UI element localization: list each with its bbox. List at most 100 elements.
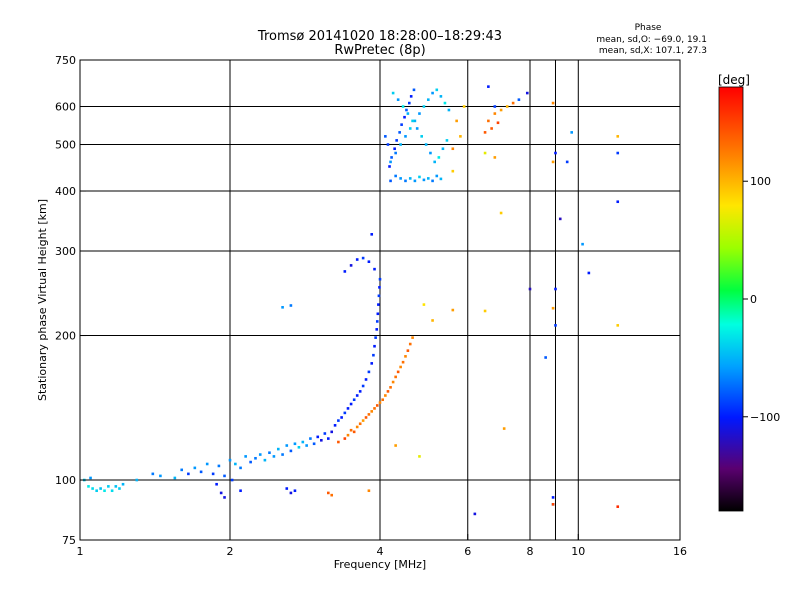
data-point bbox=[367, 370, 371, 374]
data-point bbox=[551, 306, 555, 310]
y-axis-label: Stationary phase Virtual Height [km] bbox=[36, 199, 49, 401]
y-tick-label: 500 bbox=[55, 139, 76, 152]
data-point bbox=[389, 179, 392, 183]
data-point bbox=[289, 304, 293, 307]
data-point bbox=[408, 127, 412, 130]
data-point bbox=[268, 451, 271, 455]
data-point bbox=[394, 151, 397, 155]
data-point bbox=[415, 127, 419, 130]
colorbar-ticks: 100 0 −100 bbox=[743, 175, 780, 424]
data-point bbox=[439, 95, 443, 98]
data-point bbox=[558, 217, 562, 221]
colorbar-gradient bbox=[718, 86, 744, 512]
x-tick-label: 2 bbox=[227, 545, 234, 558]
phase-stats-box: Phase mean, sd,O: −69.0, 19.1 mean, sd,X… bbox=[596, 23, 707, 56]
data-point bbox=[352, 430, 356, 434]
data-point bbox=[616, 324, 620, 327]
colorbar: [deg] 100 0 −100 bbox=[718, 73, 780, 512]
data-point bbox=[367, 489, 371, 493]
data-point bbox=[110, 489, 114, 493]
data-point bbox=[364, 378, 368, 381]
data-point bbox=[462, 105, 466, 108]
data-point bbox=[502, 427, 506, 430]
data-point bbox=[395, 139, 398, 142]
data-point bbox=[551, 503, 555, 506]
y-tick-label: 200 bbox=[55, 330, 76, 343]
data-point bbox=[381, 398, 384, 402]
data-point bbox=[451, 169, 455, 173]
data-point bbox=[254, 456, 257, 460]
x-tick-label: 8 bbox=[527, 545, 534, 558]
phase-o-stats: mean, sd,O: −69.0, 19.1 bbox=[596, 35, 707, 45]
data-point bbox=[330, 493, 334, 497]
data-point bbox=[418, 112, 421, 115]
data-point bbox=[346, 433, 350, 437]
data-point bbox=[239, 489, 242, 493]
data-point bbox=[285, 444, 289, 447]
data-point bbox=[367, 260, 371, 264]
data-point bbox=[429, 151, 432, 155]
data-point bbox=[616, 135, 620, 138]
data-point bbox=[159, 474, 162, 478]
data-point bbox=[551, 160, 555, 164]
data-point bbox=[244, 455, 247, 458]
data-point bbox=[401, 105, 405, 108]
data-point bbox=[285, 487, 289, 490]
data-point bbox=[422, 178, 426, 182]
data-point bbox=[376, 312, 380, 316]
data-point bbox=[217, 464, 221, 468]
x-tick-label: 6 bbox=[464, 545, 471, 558]
data-point bbox=[193, 466, 197, 470]
data-point bbox=[373, 267, 376, 271]
data-point bbox=[330, 430, 334, 434]
data-point bbox=[431, 319, 434, 322]
data-point bbox=[487, 85, 490, 88]
data-point bbox=[499, 211, 503, 215]
data-point bbox=[352, 398, 356, 402]
data-point bbox=[412, 88, 416, 92]
data-point bbox=[400, 123, 403, 126]
x-tick-label: 4 bbox=[377, 545, 384, 558]
data-point bbox=[263, 458, 267, 462]
data-point bbox=[358, 422, 362, 426]
data-point bbox=[544, 356, 547, 359]
data-point bbox=[389, 160, 392, 164]
data-point bbox=[343, 437, 347, 440]
data-point bbox=[587, 271, 591, 275]
data-point bbox=[386, 143, 390, 146]
data-point bbox=[418, 175, 421, 179]
data-point bbox=[118, 487, 121, 490]
data-point bbox=[337, 419, 340, 422]
y-axis: 75 100 200 300 400 500 600 750 bbox=[55, 54, 86, 547]
data-point bbox=[398, 131, 401, 134]
colorbar-tick-label: 0 bbox=[750, 293, 757, 306]
data-point bbox=[89, 476, 92, 480]
data-point bbox=[180, 468, 184, 472]
data-point bbox=[361, 256, 365, 260]
data-point bbox=[173, 476, 177, 480]
data-point bbox=[404, 135, 407, 138]
data-point bbox=[439, 177, 443, 181]
data-point bbox=[459, 135, 462, 138]
data-point bbox=[483, 151, 487, 155]
data-point bbox=[327, 437, 330, 440]
data-point bbox=[272, 455, 276, 458]
data-point bbox=[377, 294, 381, 298]
data-point bbox=[91, 487, 94, 490]
data-point bbox=[309, 437, 312, 440]
data-point bbox=[349, 402, 353, 406]
data-point bbox=[401, 360, 405, 364]
y-tick-label: 75 bbox=[62, 534, 76, 547]
data-point bbox=[394, 444, 397, 447]
data-point bbox=[219, 491, 223, 495]
data-point bbox=[305, 444, 308, 447]
data-point bbox=[493, 156, 497, 159]
data-point bbox=[205, 462, 209, 466]
data-point bbox=[388, 165, 391, 168]
data-point bbox=[455, 119, 458, 123]
data-point bbox=[525, 91, 529, 95]
data-point bbox=[413, 179, 417, 183]
data-point bbox=[346, 407, 350, 410]
x-tick-label: 1 bbox=[77, 545, 84, 558]
